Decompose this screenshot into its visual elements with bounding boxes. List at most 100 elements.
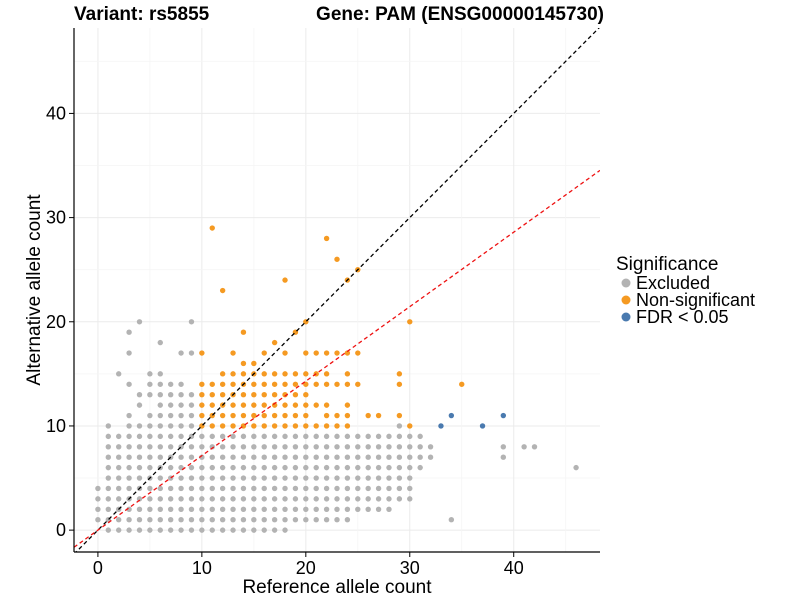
point-excluded <box>115 454 122 460</box>
point-excluded <box>199 517 205 523</box>
point-excluded <box>95 517 101 523</box>
point-non-significant <box>313 381 319 387</box>
point-excluded <box>407 485 413 492</box>
point-excluded <box>188 506 195 512</box>
y-tick-label: 40 <box>46 103 66 123</box>
point-excluded <box>126 433 132 440</box>
point-excluded <box>188 485 195 492</box>
point-non-significant <box>292 381 299 387</box>
point-non-significant <box>323 381 330 387</box>
point-excluded <box>188 412 195 419</box>
point-excluded <box>365 454 371 460</box>
point-excluded <box>251 517 257 523</box>
point-excluded <box>136 391 143 398</box>
point-excluded <box>251 433 257 440</box>
point-excluded <box>386 444 392 450</box>
point-excluded <box>271 454 278 460</box>
point-excluded <box>407 475 413 481</box>
point-non-significant <box>230 350 236 356</box>
point-excluded <box>251 454 257 460</box>
point-excluded <box>303 444 309 450</box>
title-gene: Gene: PAM (ENSG00000145730) <box>316 4 604 25</box>
point-excluded <box>303 496 309 502</box>
point-excluded <box>126 475 132 481</box>
point-excluded <box>282 444 288 450</box>
point-non-significant <box>261 412 267 419</box>
point-excluded <box>105 527 112 533</box>
point-excluded <box>188 402 195 408</box>
point-excluded <box>313 464 319 471</box>
point-non-significant <box>261 402 267 408</box>
point-non-significant <box>282 391 288 398</box>
point-excluded <box>261 475 267 481</box>
point-excluded <box>147 423 153 429</box>
point-excluded <box>178 527 184 533</box>
point-excluded <box>261 496 267 502</box>
point-excluded <box>261 433 267 440</box>
point-non-significant <box>292 412 299 419</box>
point-excluded <box>355 496 361 502</box>
y-tick-label: 0 <box>56 520 66 540</box>
point-excluded <box>136 527 143 533</box>
point-non-significant <box>261 391 267 398</box>
point-excluded <box>115 527 122 533</box>
point-non-significant <box>240 402 247 408</box>
point-excluded <box>313 454 319 460</box>
reference-lines <box>74 28 600 552</box>
point-non-significant <box>282 371 288 377</box>
point-excluded <box>292 475 299 481</box>
point-excluded <box>126 423 132 429</box>
point-excluded <box>448 517 455 523</box>
point-excluded <box>344 454 351 460</box>
point-excluded <box>334 496 340 502</box>
point-excluded <box>282 517 288 523</box>
point-excluded <box>334 475 340 481</box>
point-excluded <box>407 496 413 502</box>
point-fdr-0-05 <box>438 423 444 429</box>
point-excluded <box>261 464 267 471</box>
point-non-significant <box>240 412 247 419</box>
point-excluded <box>292 506 299 512</box>
point-excluded <box>334 454 340 460</box>
point-excluded <box>313 433 319 440</box>
point-excluded <box>136 444 143 450</box>
point-non-significant <box>313 350 319 356</box>
point-excluded <box>344 485 351 492</box>
y-tick-label: 30 <box>46 208 66 228</box>
point-excluded <box>261 517 267 523</box>
point-excluded <box>147 527 153 533</box>
point-fdr-0-05 <box>479 423 486 429</box>
point-excluded <box>136 496 143 502</box>
point-excluded <box>178 402 184 408</box>
point-non-significant <box>313 423 319 429</box>
point-excluded <box>386 485 392 492</box>
point-excluded <box>500 444 507 450</box>
point-excluded <box>136 475 143 481</box>
identity-line <box>75 28 600 552</box>
point-non-significant <box>271 381 278 387</box>
point-excluded <box>323 444 330 450</box>
point-non-significant <box>209 381 215 387</box>
point-non-significant <box>199 391 205 398</box>
legend-label-non-significant: Non-significant <box>636 290 755 310</box>
point-excluded <box>230 454 236 460</box>
point-excluded <box>115 496 122 502</box>
point-excluded <box>178 485 184 492</box>
point-excluded <box>261 527 267 533</box>
point-excluded <box>365 444 371 450</box>
point-excluded <box>188 527 195 533</box>
point-excluded <box>282 485 288 492</box>
point-excluded <box>240 433 247 440</box>
point-excluded <box>334 464 340 471</box>
point-excluded <box>157 412 163 419</box>
point-excluded <box>355 433 361 440</box>
point-non-significant <box>303 371 309 377</box>
point-excluded <box>199 464 205 471</box>
point-excluded <box>105 506 112 512</box>
legend-title: Significance <box>616 254 718 275</box>
point-non-significant <box>199 381 205 387</box>
point-excluded <box>271 527 278 533</box>
plot-panel <box>74 28 600 552</box>
point-excluded <box>209 496 215 502</box>
point-excluded <box>355 444 361 450</box>
